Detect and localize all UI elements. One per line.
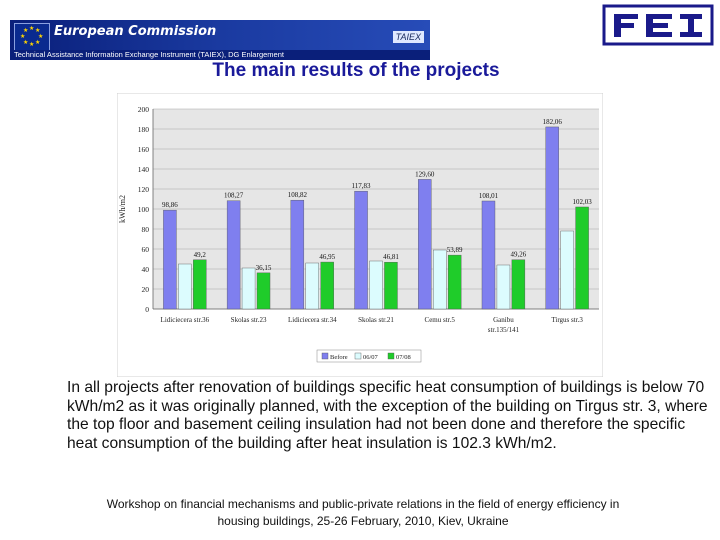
x-tick-label: Lidiciecera str.34: [288, 316, 337, 324]
data-label: 98,86: [162, 201, 178, 209]
legend-label: 06/07: [363, 354, 379, 361]
legend-swatch: [321, 352, 329, 360]
legend-box: [316, 349, 422, 363]
y-tick-label: 200: [138, 105, 150, 114]
x-tick-label: Skolas str.21: [358, 316, 394, 324]
eu-flag-icon: ★ ★ ★ ★ ★ ★ ★ ★: [14, 23, 50, 51]
commission-banner: ★ ★ ★ ★ ★ ★ ★ ★ European Commission TAIE…: [10, 20, 430, 60]
data-label: 53,89: [447, 246, 463, 254]
bar-before: [226, 200, 241, 310]
bar-0607: [305, 262, 319, 310]
bar-before: [354, 190, 368, 310]
legend-swatch: [354, 352, 362, 360]
bar-before: [418, 179, 432, 310]
data-label: 49,26: [511, 251, 527, 259]
data-label: 102,03: [572, 198, 592, 206]
commission-title: European Commission: [54, 24, 217, 39]
bar-0607: [560, 230, 574, 310]
bar-0607: [241, 267, 256, 310]
y-tick-label: 60: [142, 245, 150, 254]
y-tick-label: 20: [142, 285, 150, 294]
y-tick-label: 120: [138, 185, 150, 194]
data-label: 36,15: [256, 264, 272, 272]
y-tick-label: 100: [138, 205, 150, 214]
data-label: 49,2: [194, 251, 207, 259]
y-tick-label: 0: [145, 305, 149, 314]
results-paragraph: In all projects after renovation of buil…: [67, 379, 708, 452]
x-tick-label: Lidiciecera str.36: [161, 316, 210, 324]
bar-0708: [256, 272, 271, 310]
fei-logo: [602, 4, 714, 46]
bar-0607: [369, 260, 383, 310]
data-label: 46,81: [383, 253, 399, 261]
y-axis-label: kWh/m2: [118, 195, 127, 223]
bar-before: [290, 199, 305, 310]
y-tick-label: 160: [138, 145, 150, 154]
bar-0708: [447, 254, 462, 310]
legend-label: 07/08: [396, 354, 411, 361]
taiex-label: TAIEX: [392, 31, 424, 43]
data-label: 129,60: [415, 170, 435, 178]
results-bar-chart: 0 20 40 60 80 100 120 140 160 180 200 kWh/m2 98,86 49…: [117, 93, 603, 377]
workshop-footer: Workshop on financial mechanisms and pub…: [40, 496, 686, 530]
bar-0607: [178, 263, 192, 310]
data-label: 108,01: [479, 192, 499, 200]
data-label: 182,06: [543, 118, 563, 126]
data-label: 46,95: [319, 253, 335, 261]
y-tick-label: 80: [142, 225, 150, 234]
slide-title: The main results of the projects: [212, 60, 500, 81]
y-tick-label: 40: [142, 265, 150, 274]
data-label: 117,83: [352, 182, 371, 190]
x-tick-label: Tirgus str.3: [551, 316, 583, 324]
data-label: 108,82: [288, 191, 308, 199]
x-tick-label: Skolas str.23: [231, 316, 267, 324]
bar-before: [545, 126, 559, 310]
footer-line-2: housing buildings, 25-26 February, 2010,…: [217, 514, 509, 528]
footer-line-1: Workshop on financial mechanisms and pub…: [106, 497, 620, 511]
y-tick-label: 140: [138, 165, 150, 174]
legend-swatch: [387, 352, 395, 360]
banner-subtitle: Technical Assistance Information Exchang…: [10, 50, 430, 60]
bar-0607: [433, 249, 447, 310]
bar-0708: [193, 259, 207, 310]
x-tick-label: Ganibu: [493, 316, 514, 324]
bar-before: [481, 200, 496, 310]
bar-0708: [384, 261, 398, 310]
bar-0708: [575, 206, 589, 310]
x-tick-label: str.135/141: [488, 326, 520, 334]
bar-0607: [496, 264, 511, 310]
y-tick-label: 180: [138, 125, 150, 134]
bar-before: [163, 209, 177, 310]
data-label: 108,27: [224, 192, 244, 200]
x-tick-label: Cemu str.5: [425, 316, 456, 324]
legend-label: Before: [330, 354, 348, 361]
bar-0708: [320, 261, 334, 310]
bar-0708: [511, 259, 526, 310]
